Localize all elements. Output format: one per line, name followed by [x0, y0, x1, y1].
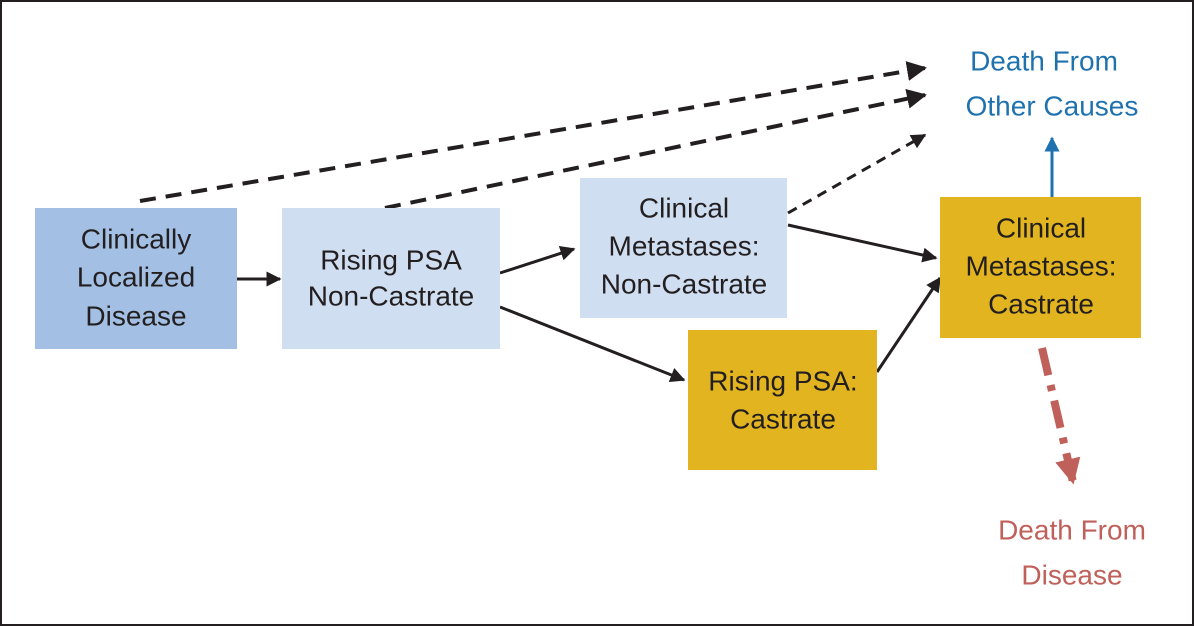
arrow [787, 223, 938, 263]
dashed-arrow [384, 88, 927, 210]
arrow [499, 305, 686, 382]
arrows [139, 61, 1081, 485]
node: Clinical Metastases: Castrate [940, 197, 1141, 338]
node-label: Rising PSA [320, 244, 462, 275]
arrow [499, 246, 576, 275]
dashed-arrow [787, 133, 927, 215]
outcome-label: Other Causes [966, 90, 1139, 121]
node-label: Clinical [639, 192, 729, 223]
node-box [580, 178, 787, 318]
node-label: Non-Castrate [308, 280, 475, 311]
node: Rising PSA: Castrate [688, 330, 877, 470]
node-label: Metastases: [966, 250, 1117, 281]
node-label: Disease [85, 300, 186, 331]
arrow [875, 276, 942, 373]
node-label: Castrate [988, 288, 1094, 319]
node: Rising PSA Non-Castrate [282, 208, 500, 349]
outcome-label: Disease [1021, 559, 1122, 590]
node-label: Localized [77, 261, 195, 292]
node: Clinically Localized Disease [35, 208, 237, 349]
node-label: Clinical [996, 212, 1086, 243]
dash-dot-arrow [1038, 347, 1081, 485]
outcome-label: Death From [970, 45, 1118, 76]
node-box [688, 330, 877, 470]
node-label: Rising PSA: [708, 365, 857, 396]
node-label: Clinically [81, 223, 191, 254]
node-label: Metastases: [609, 230, 760, 261]
node-label: Non-Castrate [601, 268, 768, 299]
node-box [282, 208, 500, 349]
node-box [940, 197, 1141, 338]
node-box [35, 208, 237, 349]
node: Clinical Metastases: Non-Castrate [580, 178, 787, 318]
outcome-label: Death From [998, 514, 1146, 545]
dashed-arrow [139, 61, 927, 203]
node-label: Castrate [730, 403, 836, 434]
